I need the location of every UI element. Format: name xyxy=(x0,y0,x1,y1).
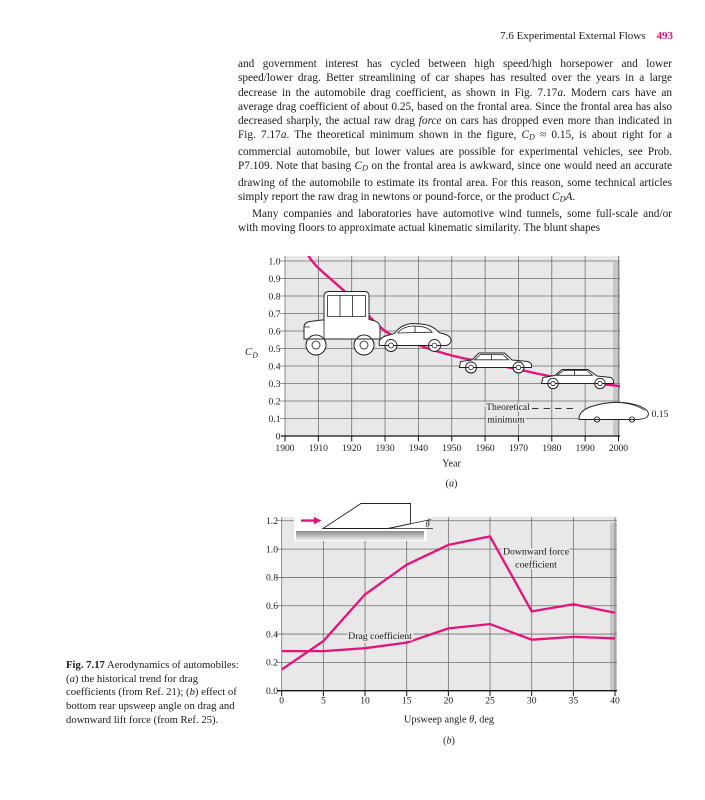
x-tick-label: 35 xyxy=(569,696,579,707)
gridlines xyxy=(276,517,617,691)
y-tick-label: 0.8 xyxy=(269,291,281,302)
y-tick-label: 1.2 xyxy=(266,516,278,527)
drag-coefficient-curve xyxy=(281,622,616,653)
theta-label: θ xyxy=(425,519,430,529)
theoretical-minimum-label: Theoretical xyxy=(486,402,530,413)
car-silhouette-icon xyxy=(321,503,411,529)
curve-labels: Downward force coefficient Drag coefficien… xyxy=(347,545,572,644)
x-tick-label: 0 xyxy=(279,696,284,707)
y-tick-label: 0.4 xyxy=(266,629,278,640)
plot-area xyxy=(281,517,617,691)
y-axis-title: CD xyxy=(245,347,258,360)
x-axis: 0 5 10 15 20 25 30 35 40 xyxy=(277,690,620,707)
flow-arrow-icon xyxy=(301,516,322,525)
x-axis-title: Year xyxy=(442,459,461,470)
plot-shadow xyxy=(610,523,617,691)
svg-text:minimum: minimum xyxy=(487,415,525,426)
x-tick-label: 40 xyxy=(610,696,620,707)
y-axis: 1.0 0.9 0.8 0.7 0.6 0.5 0.4 0.3 0.2 0.1 0 xyxy=(269,256,281,442)
downward-force-label: Downward force xyxy=(503,547,570,558)
page-number: 493 xyxy=(656,30,674,42)
x-axis: 1900 1910 1920 1930 1940 1950 1960 1970 1980 1990… xyxy=(275,435,628,454)
drag-coefficient-label: Drag coefficient xyxy=(348,631,412,642)
x-tick-label: 1900 xyxy=(275,443,294,454)
y-tick-label: 0 xyxy=(276,431,281,442)
x-tick-label: 1980 xyxy=(542,443,561,454)
x-tick-label: 1920 xyxy=(342,443,361,454)
svg-text:coefficient: coefficient xyxy=(515,560,557,571)
y-tick-label: 0.4 xyxy=(269,361,281,372)
minimum-value-label: 0.15 xyxy=(652,409,669,420)
y-tick-label: 0.9 xyxy=(269,274,281,285)
x-tick-label: 1930 xyxy=(375,443,394,454)
y-axis: 1.2 1.0 0.8 0.6 0.4 0.2 0.0 xyxy=(266,516,278,697)
running-header: 7.6 Experimental External Flows 493 xyxy=(500,30,673,42)
chart-b: Downward force coefficient Drag coefficien… xyxy=(266,499,620,747)
plot-shadow xyxy=(613,262,620,436)
y-tick-label: 0.2 xyxy=(266,658,278,669)
section-title: 7.6 Experimental External Flows xyxy=(500,30,646,42)
x-axis-title: Upsweep angle θ, deg xyxy=(404,715,494,726)
vintage-car-1915-icon xyxy=(303,291,381,356)
body-text: and government interest has cycled betwe… xyxy=(238,57,672,235)
paragraph-2: Many companies and laboratories have aut… xyxy=(238,207,672,235)
x-tick-label: 1950 xyxy=(442,443,461,454)
x-tick-label: 15 xyxy=(402,696,412,707)
y-tick-label: 0.6 xyxy=(269,326,281,337)
y-tick-label: 1.0 xyxy=(266,544,278,555)
x-tick-label: 1940 xyxy=(409,443,428,454)
rounded-car-1940-icon xyxy=(378,323,452,352)
theoretical-minimum-annotation: Theoretical minimum 0.15 xyxy=(485,401,669,428)
y-tick-label: 0.7 xyxy=(269,309,281,320)
y-tick-label: 0.2 xyxy=(269,396,281,407)
x-tick-label: 20 xyxy=(444,696,454,707)
y-tick-label: 0.8 xyxy=(266,573,278,584)
y-tick-label: 1.0 xyxy=(269,256,281,267)
figure-caption: Fig. 7.17 Aerodynamics of automobiles: (… xyxy=(66,659,239,726)
streamlined-concept-car-icon xyxy=(578,401,649,423)
x-tick-label: 10 xyxy=(360,696,370,707)
upsweep-angle-inset: θ xyxy=(294,499,433,541)
sedan-car-1985-icon xyxy=(540,369,614,390)
y-tick-label: 0.0 xyxy=(266,686,278,697)
x-tick-label: 30 xyxy=(527,696,537,707)
x-tick-label: 1960 xyxy=(476,443,495,454)
x-tick-label: 5 xyxy=(321,696,326,707)
gridlines xyxy=(280,256,620,436)
sedan-car-1965-icon xyxy=(458,352,532,374)
ground-icon xyxy=(296,531,424,541)
panel-label: (b) xyxy=(443,736,455,747)
x-tick-label: 1910 xyxy=(309,443,328,454)
plot-area xyxy=(285,256,620,436)
y-tick-label: 0.1 xyxy=(269,414,281,425)
x-tick-label: 25 xyxy=(485,696,495,707)
x-tick-label: 1990 xyxy=(576,443,595,454)
y-tick-label: 0.6 xyxy=(266,601,278,612)
y-tick-label: 0.3 xyxy=(269,379,281,390)
y-tick-label: 0.5 xyxy=(269,344,281,355)
upsweep-angle-lines xyxy=(387,519,433,529)
paragraph-1: and government interest has cycled betwe… xyxy=(238,58,672,204)
panel-label: (a) xyxy=(446,479,458,490)
x-tick-label: 1970 xyxy=(509,443,528,454)
x-tick-label: 2000 xyxy=(609,443,628,454)
downward-force-curve xyxy=(281,535,616,671)
